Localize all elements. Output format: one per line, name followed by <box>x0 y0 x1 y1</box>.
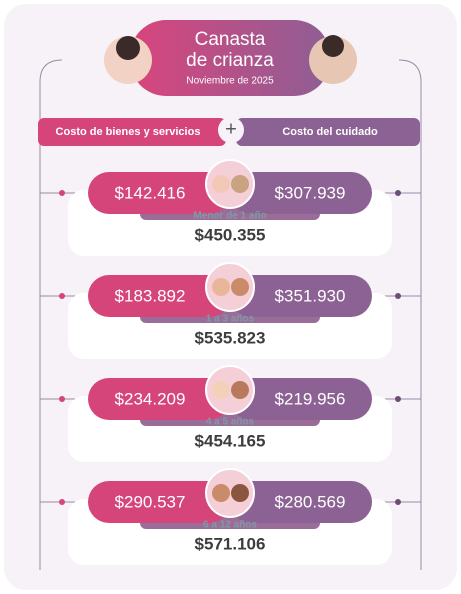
care-value: $351.930 <box>275 286 346 305</box>
goods-pill <box>88 378 230 420</box>
connector-dot <box>395 499 401 505</box>
connector-dot <box>59 190 65 196</box>
plus-bg <box>218 117 244 143</box>
left-column-label: Costo de bienes y servicios <box>56 126 201 138</box>
connector-lines <box>39 59 422 570</box>
avatar-child <box>212 484 230 502</box>
total-value: $454.165 <box>195 431 266 450</box>
header-pill <box>130 20 330 96</box>
avatar-child <box>212 278 230 296</box>
goods-pill <box>88 172 230 214</box>
title-line: Canasta <box>195 29 266 50</box>
subtitle: Noviembre de 2025 <box>186 76 274 87</box>
age-label: 4 a 5 años <box>206 417 255 428</box>
total-value: $450.355 <box>195 225 266 244</box>
avatar-child <box>231 175 249 193</box>
left-column-label-bg <box>38 118 226 146</box>
care-pill <box>230 481 372 523</box>
connector-dot <box>395 293 401 299</box>
goods-value: $142.416 <box>115 183 186 202</box>
connector-dot <box>59 499 65 505</box>
care-value: $219.956 <box>275 389 346 408</box>
connector-dot <box>59 396 65 402</box>
rows: $142.416 $307.939 Menor de 1 año $450.355 $1… <box>40 159 421 565</box>
care-value: $280.569 <box>275 492 346 511</box>
total-value: $571.106 <box>195 534 266 553</box>
care-pill <box>230 275 372 317</box>
age-label: 1 a 3 años <box>206 314 255 325</box>
avatar-child <box>231 484 249 502</box>
right-column-label-bg <box>236 118 420 146</box>
goods-pill <box>88 275 230 317</box>
avatar-child <box>212 381 230 399</box>
title-line: de crianza <box>186 50 274 71</box>
goods-value: $290.537 <box>115 492 186 511</box>
goods-pill <box>88 481 230 523</box>
care-pill <box>230 378 372 420</box>
avatar-child <box>231 278 249 296</box>
goods-value: $183.892 <box>115 286 186 305</box>
operator: + <box>225 118 237 140</box>
age-label: Menor de 1 año <box>193 211 266 222</box>
connector-dot <box>395 396 401 402</box>
right-column-label: Costo del cuidado <box>282 126 378 138</box>
total-value: $535.823 <box>195 328 266 347</box>
avatar-child <box>231 381 249 399</box>
care-pill <box>230 172 372 214</box>
goods-value: $234.209 <box>115 389 186 408</box>
age-label: 6 a 12 años <box>203 520 257 531</box>
illustration-father <box>309 36 357 84</box>
avatar-child <box>212 175 230 193</box>
care-value: $307.939 <box>275 183 346 202</box>
illustration-hair <box>322 35 344 57</box>
connector-dot <box>59 293 65 299</box>
connector-dot <box>395 190 401 196</box>
illustration-hair <box>116 36 140 60</box>
